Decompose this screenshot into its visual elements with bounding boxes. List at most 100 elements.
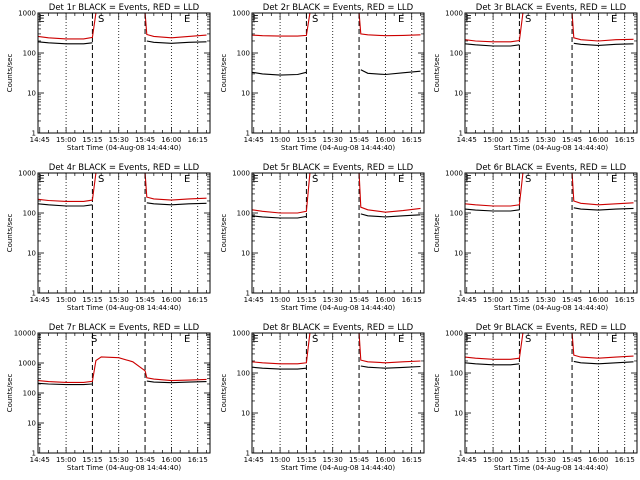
- x-tick-label: 16:00: [375, 296, 395, 304]
- x-tick-label: 16:00: [161, 296, 181, 304]
- x-tick-label: 16:00: [161, 136, 181, 144]
- lld-series-line: [37, 12, 207, 40]
- x-tick-label: 15:45: [135, 456, 155, 464]
- detector-panel: 1 10 100 1000 14:45 15:00 15:15 15:30 15:45 16:00…: [433, 3, 638, 152]
- x-tick-label: 14:45: [244, 456, 264, 464]
- x-tick-label: 15:15: [82, 296, 102, 304]
- time-flag-label: E: [184, 14, 190, 25]
- y-tick-label: 10: [241, 410, 250, 418]
- y-tick-label: 100: [450, 210, 463, 218]
- panel-title: Det 3r BLACK = Events, RED = LLD: [476, 3, 627, 13]
- y-tick-label: 1: [246, 290, 250, 298]
- x-tick-label: 16:00: [161, 456, 181, 464]
- events-series-line: [464, 42, 634, 47]
- y-tick-label: 1: [246, 450, 250, 458]
- x-tick-label: 15:00: [56, 296, 76, 304]
- x-tick-label: 15:15: [509, 456, 529, 464]
- x-tick-label: 15:00: [56, 136, 76, 144]
- x-axis-label: Start Time (04-Aug-08 14:44:40): [67, 304, 181, 312]
- panel-title: Det 5r BLACK = Events, RED = LLD: [263, 163, 414, 173]
- x-tick-label: 15:00: [483, 136, 503, 144]
- plot-frame: [37, 172, 211, 294]
- x-tick-label: 16:15: [615, 296, 635, 304]
- x-tick-label: 15:00: [483, 296, 503, 304]
- x-tick-label: 16:00: [588, 296, 608, 304]
- y-tick-label: 1000: [232, 10, 250, 18]
- lld-series-line: [37, 172, 207, 202]
- panel-title: Det 2r BLACK = Events, RED = LLD: [263, 3, 414, 13]
- x-tick-label: 15:15: [296, 456, 316, 464]
- time-flag-label: E: [398, 14, 404, 25]
- x-tick-label: 15:45: [562, 136, 582, 144]
- detector-panel: 1 10 100 1000 10000 14:45 15:00 15:15 15:30 15:45…: [6, 323, 211, 472]
- x-tick-label: 14:45: [457, 136, 477, 144]
- time-flag-label: S: [525, 14, 531, 25]
- y-axis-label: Counts/sec: [6, 374, 14, 413]
- x-tick-label: 15:15: [82, 456, 102, 464]
- events-series-line: [464, 207, 634, 212]
- y-axis-label: Counts/sec: [220, 374, 228, 413]
- time-flag-label: S: [91, 334, 97, 345]
- time-flag-label: E: [465, 174, 471, 185]
- events-series-line: [37, 40, 207, 45]
- x-tick-label: 15:30: [323, 456, 343, 464]
- x-tick-label: 14:45: [457, 296, 477, 304]
- x-tick-label: 15:45: [135, 296, 155, 304]
- time-flag-label: E: [38, 14, 44, 25]
- lld-series-line: [464, 12, 634, 43]
- detector-panel: 1 10 100 1000 14:45 15:00 15:15 15:30 15:45 16:00…: [6, 3, 211, 152]
- events-series-line: [37, 380, 207, 386]
- y-tick-label: 10: [27, 90, 36, 98]
- x-axis-label: Start Time (04-Aug-08 14:44:40): [281, 464, 395, 472]
- x-tick-label: 16:15: [402, 296, 422, 304]
- detector-panel: 1 10 100 1000 14:45 15:00 15:15 15:30 15:45 16:00…: [433, 323, 638, 472]
- y-tick-label: 10: [27, 250, 36, 258]
- time-flag-label: S: [525, 334, 531, 345]
- y-axis-label: Counts/sec: [220, 54, 228, 93]
- x-axis-label: Start Time (04-Aug-08 14:44:40): [67, 144, 181, 152]
- plot-frame: [251, 332, 425, 454]
- y-tick-label: 1000: [232, 170, 250, 178]
- time-flag-label: E: [611, 174, 617, 185]
- y-tick-label: 1: [459, 290, 463, 298]
- detector-panel: 1 10 100 1000 14:45 15:00 15:15 15:30 15:45 16:00…: [220, 3, 425, 152]
- x-tick-label: 15:30: [536, 296, 556, 304]
- x-tick-label: 15:30: [323, 136, 343, 144]
- y-tick-label: 10: [454, 250, 463, 258]
- x-axis-label: Start Time (04-Aug-08 14:44:40): [281, 144, 395, 152]
- y-tick-label: 100: [237, 370, 250, 378]
- y-axis-label: Counts/sec: [220, 214, 228, 253]
- x-tick-label: 15:45: [349, 456, 369, 464]
- y-tick-label: 10: [454, 90, 463, 98]
- detector-panel: 1 10 100 1000 14:45 15:00 15:15 15:30 15:45 16:00…: [220, 163, 425, 312]
- lld-series-line: [464, 172, 634, 207]
- time-flag-label: S: [525, 174, 531, 185]
- x-tick-label: 15:30: [109, 456, 129, 464]
- x-tick-label: 15:45: [349, 296, 369, 304]
- x-tick-label: 16:15: [188, 136, 208, 144]
- plot-frame: [464, 172, 638, 294]
- time-flag-label: E: [184, 174, 190, 185]
- y-tick-label: 100: [237, 210, 250, 218]
- y-tick-label: 1: [246, 130, 250, 138]
- x-tick-label: 16:00: [375, 136, 395, 144]
- y-tick-label: 10: [241, 90, 250, 98]
- time-flag-label: E: [611, 334, 617, 345]
- y-tick-label: 10: [27, 420, 36, 428]
- time-flag-label: E: [465, 14, 471, 25]
- panel-title: Det 1r BLACK = Events, RED = LLD: [49, 3, 200, 13]
- time-flag-label: S: [312, 334, 318, 345]
- y-axis-label: Counts/sec: [433, 54, 441, 93]
- events-series-line: [464, 360, 634, 366]
- lld-series-line: [37, 356, 207, 383]
- x-tick-label: 14:45: [30, 296, 50, 304]
- x-tick-label: 14:45: [244, 296, 264, 304]
- lld-series-line: [251, 12, 421, 37]
- x-tick-label: 15:15: [509, 136, 529, 144]
- x-tick-label: 16:15: [615, 136, 635, 144]
- x-axis-label: Start Time (04-Aug-08 14:44:40): [67, 464, 181, 472]
- x-tick-label: 15:45: [562, 296, 582, 304]
- events-series-line: [251, 69, 421, 76]
- x-tick-label: 16:00: [588, 456, 608, 464]
- y-tick-label: 10: [241, 250, 250, 258]
